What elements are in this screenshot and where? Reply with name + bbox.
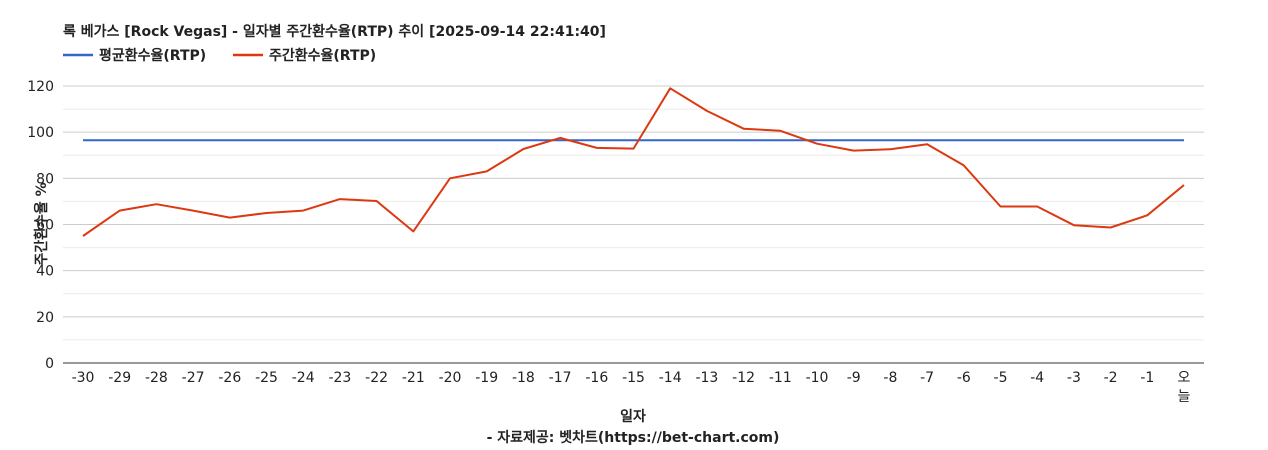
y-tick-label: 60 [36, 218, 54, 234]
x-tick-label: -14 [659, 370, 682, 386]
x-tick-label: -20 [439, 370, 462, 386]
x-tick-label: -2 [1104, 370, 1118, 386]
x-tick-label: -5 [994, 370, 1008, 386]
y-tick-label: 40 [36, 264, 54, 280]
x-tick-label: -24 [292, 370, 315, 386]
x-tick-label: -9 [847, 370, 861, 386]
series-line-weekly [82, 87, 1185, 237]
x-tick-label: -27 [182, 370, 205, 386]
x-tick-label: -28 [145, 370, 168, 386]
y-tick-label: 100 [27, 125, 54, 141]
x-tick-label: -13 [695, 370, 718, 386]
x-tick-label: -25 [255, 370, 278, 386]
x-tick-label: -12 [732, 370, 755, 386]
gridlines [63, 85, 1204, 364]
x-tick-label: -26 [218, 370, 241, 386]
x-tick-label: -18 [512, 370, 535, 386]
legend-label-average: 평균환수율(RTP) [99, 47, 206, 64]
x-axis-ticks: -30 -29 -28 -27 -26 -25 -24 -23 -22 -21 -20 -19 -18-… [72, 370, 1191, 405]
x-tick-label: -4 [1030, 370, 1044, 386]
y-axis-title: 주간환수율 % [33, 182, 50, 265]
y-axis-ticks: 0 20 40 60 80 100 120 [27, 79, 54, 372]
x-tick-label: -3 [1067, 370, 1081, 386]
x-tick-label: -17 [549, 370, 572, 386]
x-tick-label: -8 [883, 370, 897, 386]
x-tick-label: -1 [1140, 370, 1154, 386]
x-tick-label: -6 [957, 370, 971, 386]
chart-title: 록 베가스 [Rock Vegas] - 일자별 주간환수율(RTP) 추이 [… [63, 23, 606, 40]
x-tick-label: -21 [402, 370, 425, 386]
legend: 평균환수율(RTP) 주간환수율(RTP) [63, 47, 376, 64]
y-tick-label: 80 [36, 171, 54, 187]
x-tick-label: -23 [328, 370, 351, 386]
x-tick-label: -7 [920, 370, 934, 386]
y-tick-label: 20 [36, 310, 54, 326]
x-tick-label: -11 [769, 370, 792, 386]
x-tick-label: -19 [475, 370, 498, 386]
data-credit: - 자료제공: 벳차트(https://bet-chart.com) [487, 429, 780, 446]
x-tick-label: -29 [108, 370, 131, 386]
x-axis-title: 일자 [620, 409, 646, 425]
y-tick-label: 120 [27, 79, 54, 95]
legend-label-weekly: 주간환수율(RTP) [269, 47, 376, 64]
x-tick-label: -30 [72, 370, 95, 386]
y-tick-label: 0 [45, 356, 54, 372]
x-tick-label: -15 [622, 370, 645, 386]
x-tick-label: -10 [806, 370, 829, 386]
x-tick-label: -22 [365, 370, 388, 386]
series-lines [82, 87, 1185, 237]
x-tick-label: -16 [585, 370, 608, 386]
